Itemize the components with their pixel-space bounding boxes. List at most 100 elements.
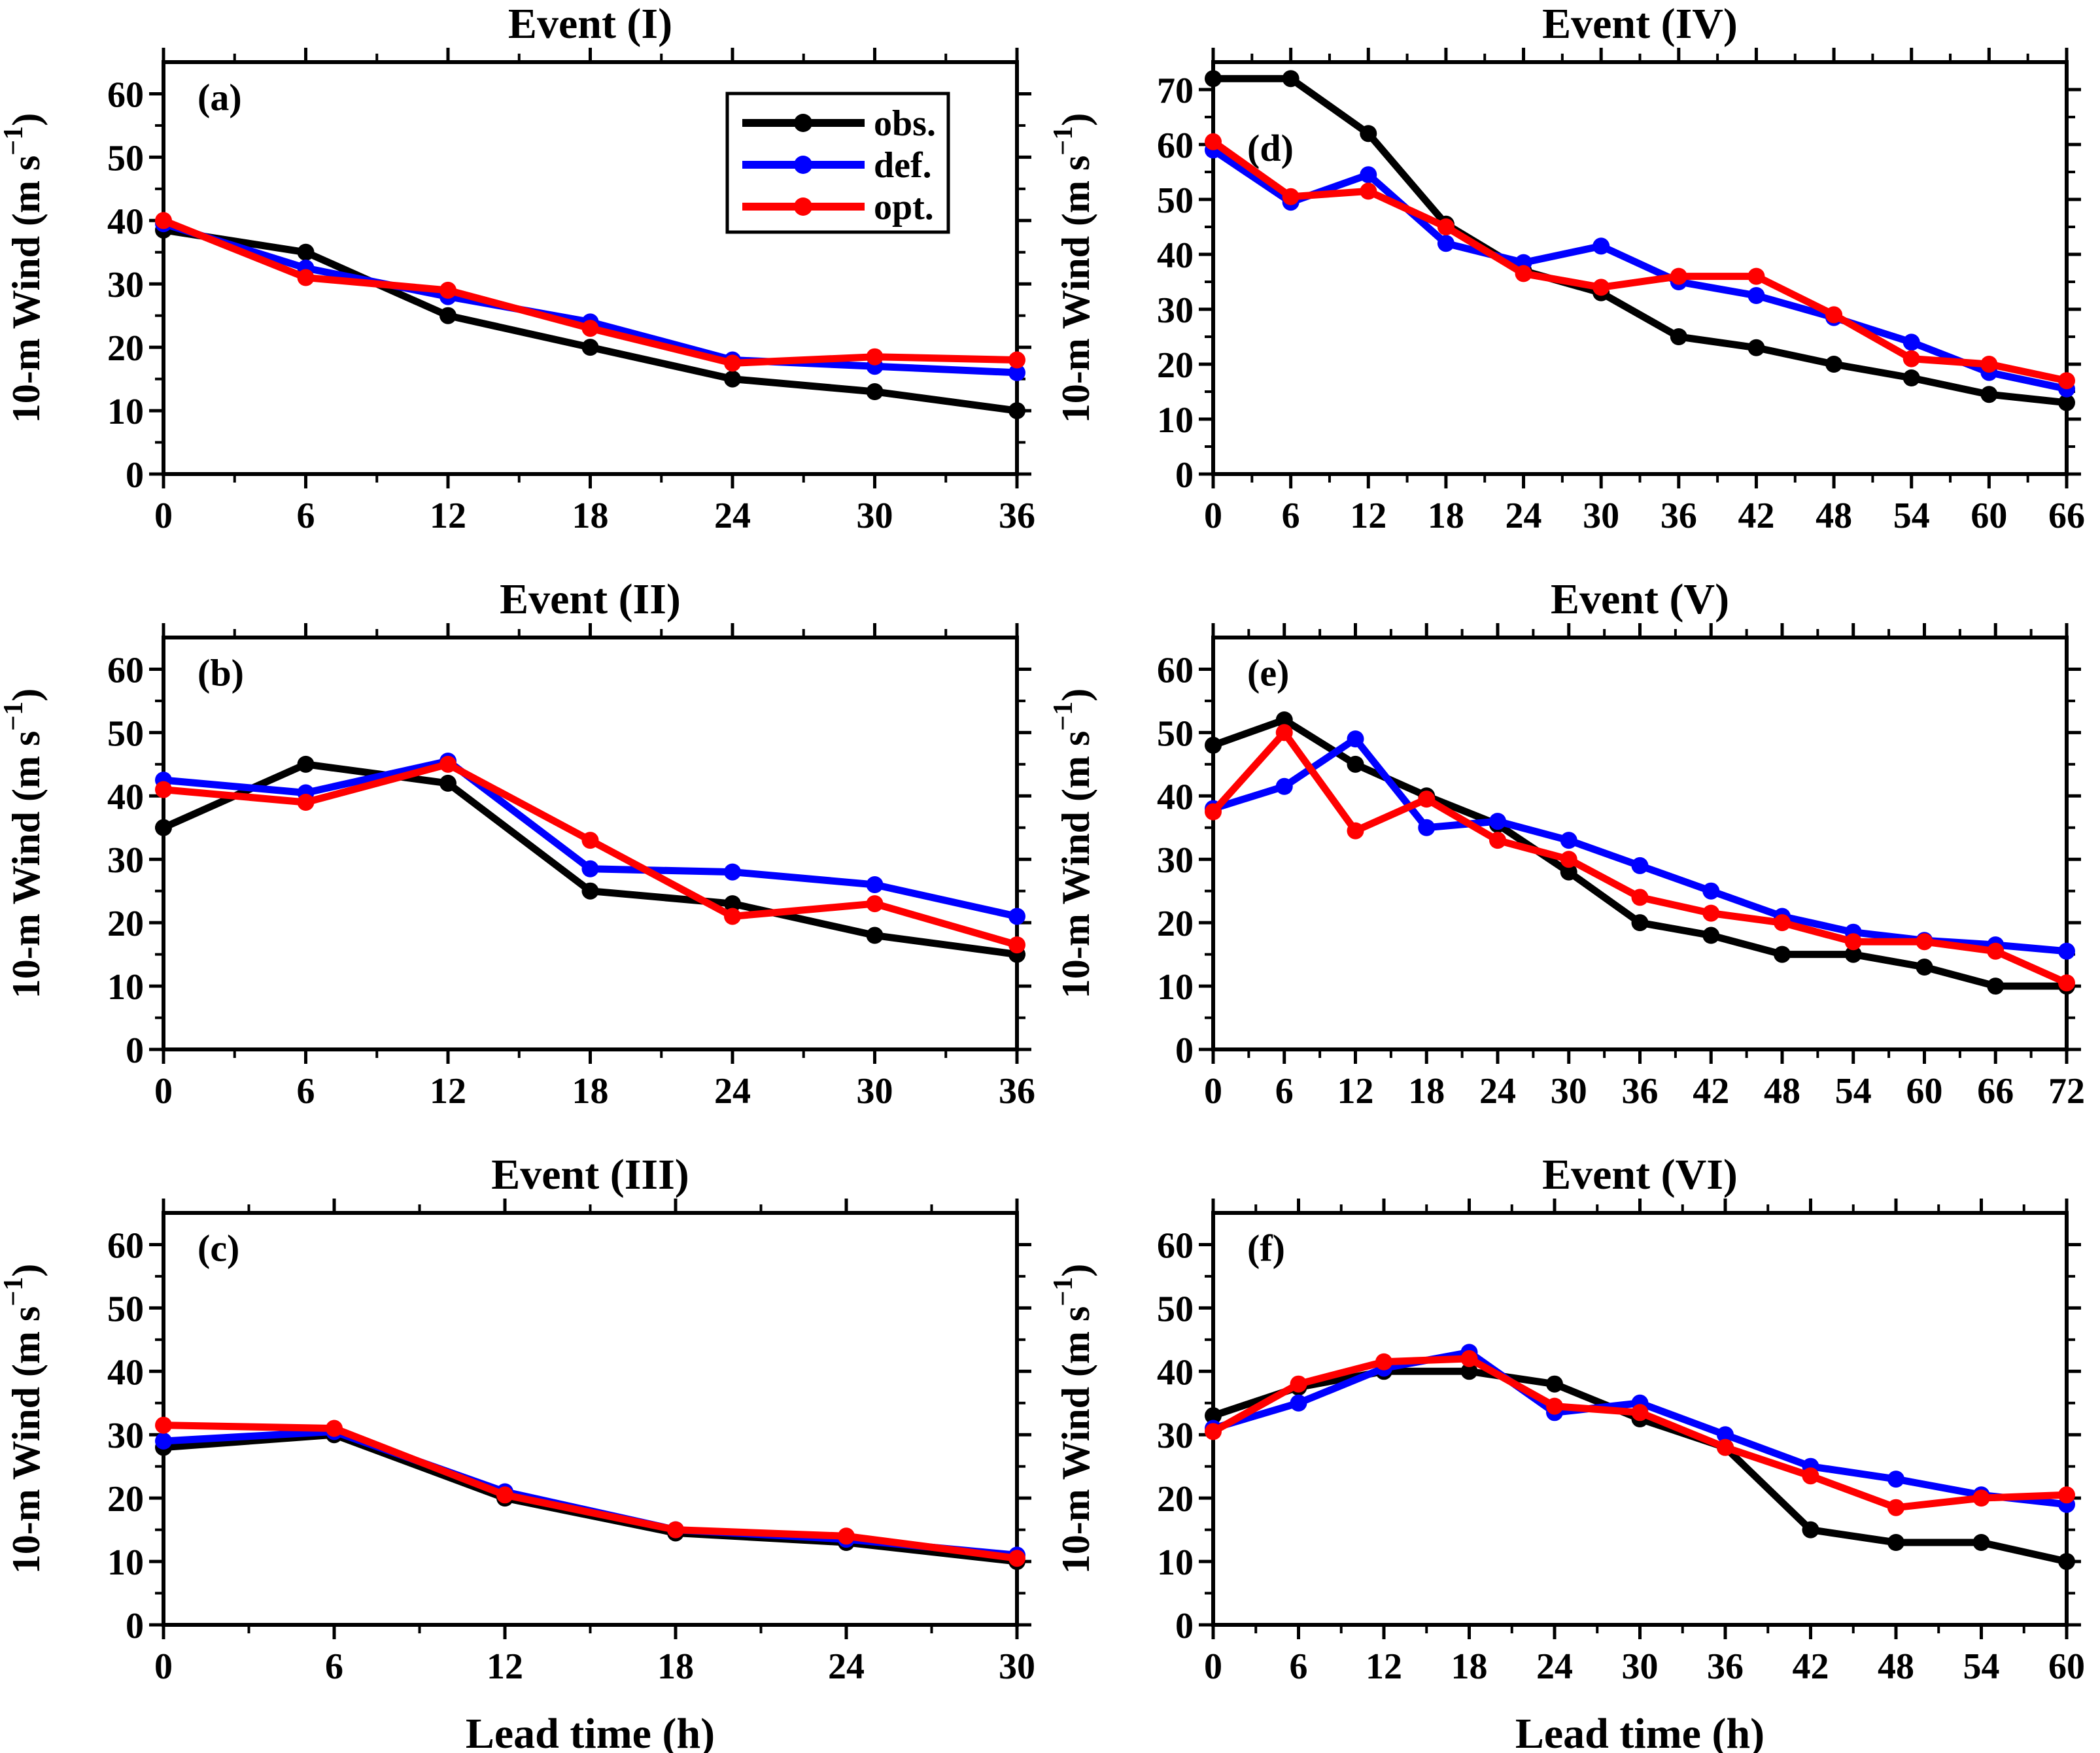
x-tick-label: 36 [1622,1071,1659,1112]
y-tick-label: 50 [1157,713,1194,754]
panel-c-axis-box [162,1211,1019,1627]
y-tick-label: 60 [1157,1225,1194,1266]
series-opt-marker [1546,1397,1563,1415]
x-tick-label: 42 [1793,1646,1829,1687]
x-tick-label: 60 [2048,1646,2085,1687]
series-opt-marker [439,281,456,299]
series-def-line [1209,146,2071,393]
x-tick-label: 30 [1583,496,1619,536]
panel-d-axis-box [1211,60,2069,476]
series-obs-marker [724,370,741,388]
x-tick-label: 54 [1893,496,1930,536]
x-tick-label: 6 [297,496,315,536]
x-tick-label: 24 [714,496,751,536]
y-tick-label: 60 [107,75,144,115]
panel-c-x-axis-label: Lead time (h) [466,1710,715,1753]
panel-c-title: Event (III) [491,1151,689,1199]
series-def-marker [1592,237,1610,255]
series-obs-marker [1275,711,1293,728]
series-opt-marker [1437,218,1455,235]
panel-f-chart: 0 6 12 18 24 30 36 42 48 54 60 0 10 20 30 40 50 60 Event (… [1050,1151,2085,1753]
x-tick-label: 18 [657,1646,694,1687]
series-opt-marker [1916,933,1933,951]
x-tick-label: 48 [1764,1071,1800,1112]
panel-a-y-tick-labels: 0 10 20 30 40 50 60 [107,75,144,496]
legend-marker [794,114,812,132]
series-opt-marker [1592,279,1610,296]
series-obs-marker [1902,369,1920,386]
series-obs-marker [866,383,884,400]
y-tick-label: 60 [1157,650,1194,690]
x-tick-label: 72 [2048,1071,2085,1112]
series-def-marker [1290,1394,1307,1412]
panel-c-ticks [149,1199,1031,1639]
panel-a-ticks [149,48,1031,488]
y-tick-label: 20 [1157,345,1194,386]
panel-e-ticks [1199,623,2081,1064]
panel-e: 0 6 12 18 24 30 36 42 48 54 60 66 72 0 10 20 30 40 50 60 Eve… [1050,575,2099,1151]
series-opt-marker [1008,1550,1025,1567]
panel-c-x-tick-labels: 0 6 12 18 24 30 [154,1646,1035,1687]
x-tick-label: 12 [430,496,466,536]
series-obs-marker [1670,328,1687,345]
y-tick-label: 70 [1157,71,1194,111]
series-obs-marker [1987,978,2005,995]
series-obs-marker [1282,70,1300,88]
panel-d-series-obs [1205,70,2075,411]
x-tick-label: 60 [1906,1071,1943,1112]
y-tick-label: 50 [107,1289,144,1329]
y-tick-label: 30 [107,1416,144,1456]
series-obs-line [1209,75,2071,407]
series-opt-line [160,1421,1021,1562]
series-obs-marker [1205,70,1222,88]
x-tick-label: 18 [1451,1646,1488,1687]
panel-e-series-opt [1205,724,2075,992]
panel-c-series-opt [155,1416,1025,1567]
panel-b-y-tick-labels: 0 10 20 30 40 50 60 [107,650,144,1071]
series-obs-marker [1347,755,1364,773]
y-tick-label: 20 [1157,904,1194,944]
panel-a-letter: (a) [198,76,242,118]
y-tick-label: 40 [1157,1352,1194,1393]
panel-b-chart: 0 6 12 18 24 30 36 0 10 20 30 40 50 60 Event (II) (b) 10… [0,575,1035,1112]
series-opt-marker [838,1527,855,1545]
series-def-marker [1560,832,1577,849]
y-tick-label: 10 [107,392,144,432]
panel-a-chart: 0 6 12 18 24 30 36 0 10 20 30 40 50 60 Event (I) (a) 10-… [0,0,1035,536]
panel-a-axis-box [162,60,1019,476]
panel-e-axis-box [1211,636,2069,1051]
panel-f-x-axis-label: Lead time (h) [1515,1710,1764,1753]
legend-marker [794,156,812,174]
x-tick-label: 66 [2048,496,2085,536]
series-obs-marker [866,927,884,944]
series-opt-marker [1008,351,1025,369]
panel-a-title: Event (I) [508,0,672,48]
series-opt-marker [1987,942,2005,960]
series-opt-marker [1702,904,1720,922]
series-opt-marker [1489,832,1506,849]
series-obs-marker [581,339,599,356]
legend-entry-opt: opt. [742,187,934,228]
series-def-marker [1008,908,1025,925]
series-def-marker [1347,730,1364,748]
series-def-marker [1887,1471,1904,1488]
series-obs-marker [1205,1407,1222,1425]
panel-d-x-tick-labels: 0 6 12 18 24 30 36 42 48 54 60 66 [1204,496,2085,536]
series-obs-marker [1560,863,1577,881]
series-opt-marker [1972,1489,1990,1507]
x-tick-label: 18 [572,496,609,536]
panel-b-title: Event (II) [500,575,681,623]
series-obs-marker [1980,386,1998,403]
series-opt-marker [1008,936,1025,954]
y-tick-label: 30 [107,265,144,305]
x-tick-label: 6 [297,1071,315,1112]
series-obs-marker [439,307,456,324]
x-tick-label: 30 [1551,1071,1587,1112]
x-tick-label: 66 [1977,1071,2014,1112]
series-opt-marker [1747,267,1765,285]
x-tick-label: 12 [1337,1071,1374,1112]
x-tick-label: 12 [487,1646,523,1687]
x-tick-label: 30 [1622,1646,1659,1687]
series-opt-marker [866,348,884,366]
x-tick-label: 60 [1971,496,2007,536]
